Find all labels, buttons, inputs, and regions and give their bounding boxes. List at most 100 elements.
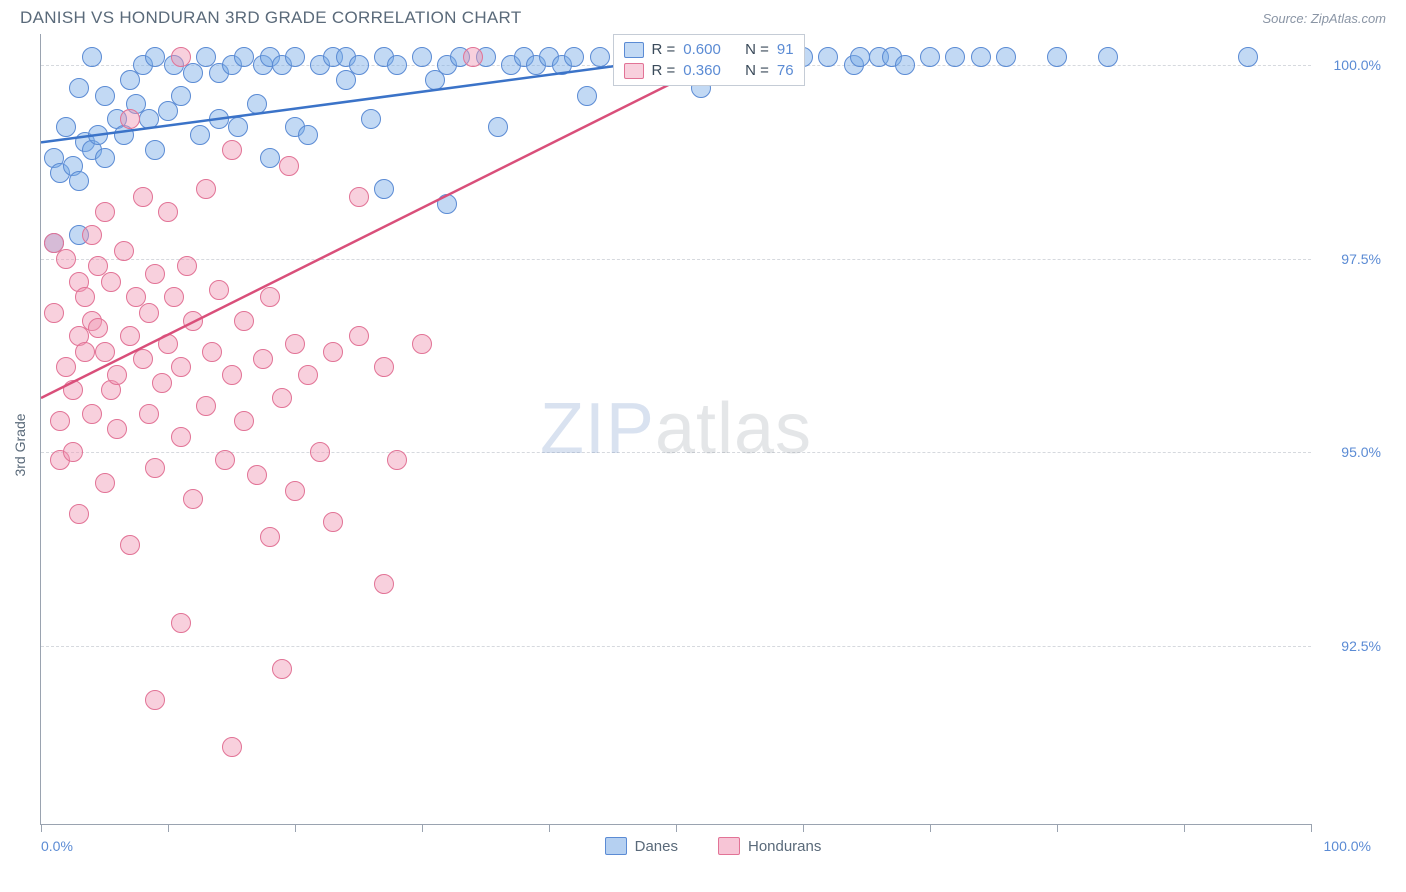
data-point (133, 187, 153, 207)
data-point (272, 388, 292, 408)
data-point (298, 125, 318, 145)
data-point (183, 311, 203, 331)
data-point (577, 86, 597, 106)
data-point (349, 55, 369, 75)
data-point (209, 109, 229, 129)
data-point (260, 148, 280, 168)
data-point (120, 109, 140, 129)
bottom-legend: Danes Hondurans (40, 837, 1386, 855)
x-tick (1057, 824, 1058, 832)
data-point (971, 47, 991, 67)
data-point (412, 47, 432, 67)
data-point (1047, 47, 1067, 67)
data-point (50, 411, 70, 431)
data-point (279, 156, 299, 176)
data-point (222, 365, 242, 385)
chart-header: DANISH VS HONDURAN 3RD GRADE CORRELATION… (0, 0, 1406, 34)
data-point (387, 450, 407, 470)
data-point (323, 342, 343, 362)
data-point (349, 187, 369, 207)
data-point (145, 47, 165, 67)
data-point (95, 148, 115, 168)
data-point (44, 303, 64, 323)
data-point (63, 380, 83, 400)
data-point (850, 47, 870, 67)
data-point (88, 318, 108, 338)
data-point (253, 349, 273, 369)
y-tick-label: 92.5% (1341, 638, 1381, 654)
legend-swatch (605, 837, 627, 855)
data-point (171, 47, 191, 67)
data-point (437, 194, 457, 214)
data-point (412, 334, 432, 354)
y-axis-label: 3rd Grade (12, 413, 28, 476)
data-point (139, 404, 159, 424)
data-point (95, 86, 115, 106)
data-point (260, 287, 280, 307)
data-point (228, 117, 248, 137)
data-point (234, 311, 254, 331)
data-point (95, 202, 115, 222)
data-point (945, 47, 965, 67)
data-point (590, 47, 610, 67)
data-point (190, 125, 210, 145)
data-point (234, 47, 254, 67)
x-tick (549, 824, 550, 832)
x-tick (41, 824, 42, 832)
data-point (69, 171, 89, 191)
legend-label: Hondurans (748, 838, 821, 855)
legend-row: R =0.600 N =91 (624, 39, 794, 60)
data-point (374, 574, 394, 594)
x-tick (930, 824, 931, 832)
legend-item: Danes (605, 837, 678, 855)
data-point (1238, 47, 1258, 67)
legend-swatch (718, 837, 740, 855)
data-point (114, 241, 134, 261)
data-point (349, 326, 369, 346)
data-point (152, 373, 172, 393)
data-point (95, 342, 115, 362)
data-point (177, 256, 197, 276)
x-tick-label-left: 0.0% (41, 838, 73, 854)
data-point (387, 55, 407, 75)
data-point (139, 303, 159, 323)
x-tick (422, 824, 423, 832)
legend-item: Hondurans (718, 837, 821, 855)
data-point (920, 47, 940, 67)
data-point (202, 342, 222, 362)
data-point (107, 365, 127, 385)
data-point (215, 450, 235, 470)
data-point (158, 334, 178, 354)
scatter-plot: ZIPatlas 92.5%95.0%97.5%100.0%0.0%100.0%… (40, 34, 1311, 825)
y-tick-label: 97.5% (1341, 251, 1381, 267)
chart-source: Source: ZipAtlas.com (1262, 11, 1386, 26)
data-point (374, 357, 394, 377)
data-point (82, 47, 102, 67)
watermark: ZIPatlas (540, 388, 812, 470)
data-point (222, 140, 242, 160)
chart-area: 3rd Grade ZIPatlas 92.5%95.0%97.5%100.0%… (40, 34, 1386, 855)
data-point (361, 109, 381, 129)
data-point (272, 659, 292, 679)
data-point (145, 458, 165, 478)
data-point (120, 326, 140, 346)
data-point (285, 481, 305, 501)
data-point (323, 512, 343, 532)
data-point (75, 342, 95, 362)
data-point (463, 47, 483, 67)
data-point (1098, 47, 1118, 67)
data-point (171, 357, 191, 377)
gridline (41, 646, 1311, 647)
data-point (133, 349, 153, 369)
data-point (95, 473, 115, 493)
legend-swatch (624, 42, 644, 58)
data-point (145, 690, 165, 710)
data-point (209, 280, 229, 300)
x-tick (676, 824, 677, 832)
data-point (285, 334, 305, 354)
data-point (234, 411, 254, 431)
data-point (247, 465, 267, 485)
data-point (56, 117, 76, 137)
data-point (56, 357, 76, 377)
data-point (298, 365, 318, 385)
